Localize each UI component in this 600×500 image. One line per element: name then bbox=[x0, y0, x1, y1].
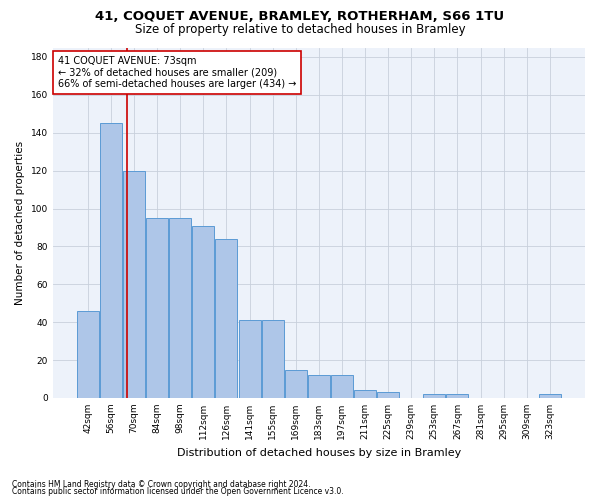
Bar bbox=[100, 124, 122, 398]
X-axis label: Distribution of detached houses by size in Bramley: Distribution of detached houses by size … bbox=[177, 448, 461, 458]
Bar bbox=[146, 218, 168, 398]
Bar bbox=[262, 320, 284, 398]
Bar bbox=[123, 170, 145, 398]
Bar bbox=[77, 311, 99, 398]
Text: Size of property relative to detached houses in Bramley: Size of property relative to detached ho… bbox=[134, 22, 466, 36]
Bar bbox=[539, 394, 561, 398]
Bar bbox=[424, 394, 445, 398]
Bar bbox=[308, 375, 330, 398]
Y-axis label: Number of detached properties: Number of detached properties bbox=[15, 140, 25, 305]
Bar bbox=[331, 375, 353, 398]
Bar bbox=[354, 390, 376, 398]
Bar bbox=[446, 394, 469, 398]
Bar bbox=[169, 218, 191, 398]
Bar bbox=[377, 392, 399, 398]
Text: Contains public sector information licensed under the Open Government Licence v3: Contains public sector information licen… bbox=[12, 487, 344, 496]
Text: 41 COQUET AVENUE: 73sqm
← 32% of detached houses are smaller (209)
66% of semi-d: 41 COQUET AVENUE: 73sqm ← 32% of detache… bbox=[58, 56, 296, 90]
Bar bbox=[193, 226, 214, 398]
Text: Contains HM Land Registry data © Crown copyright and database right 2024.: Contains HM Land Registry data © Crown c… bbox=[12, 480, 311, 489]
Text: 41, COQUET AVENUE, BRAMLEY, ROTHERHAM, S66 1TU: 41, COQUET AVENUE, BRAMLEY, ROTHERHAM, S… bbox=[95, 10, 505, 23]
Bar bbox=[239, 320, 260, 398]
Bar bbox=[215, 239, 238, 398]
Bar bbox=[285, 370, 307, 398]
